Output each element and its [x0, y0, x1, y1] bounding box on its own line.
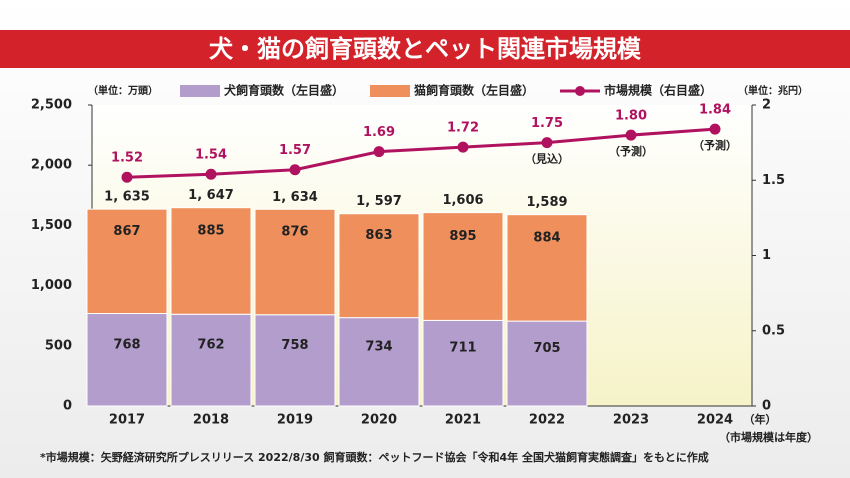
y2-tick-label: 1.5	[762, 173, 785, 188]
y-tick-label: 2,500	[31, 98, 72, 113]
y2-tick-label: 2	[762, 98, 771, 113]
point-note: （予測）	[609, 144, 653, 158]
total-label: 1, 634	[272, 190, 318, 205]
bar	[338, 317, 420, 407]
bar-value-label: 758	[281, 338, 308, 353]
line-point	[457, 141, 469, 153]
x-tick-label: 2022	[529, 413, 565, 428]
bar-value-label: 863	[365, 228, 392, 243]
bar	[506, 320, 588, 407]
x-tick-label: 2021	[445, 413, 481, 428]
total-label: 1, 597	[356, 194, 402, 209]
x-tick-label: 2020	[361, 413, 397, 428]
line-point	[121, 171, 133, 183]
line-value-label: 1.75	[531, 116, 563, 131]
line-value-label: 1.72	[447, 121, 479, 136]
x-tick-label: 2017	[109, 413, 145, 428]
bar	[506, 214, 588, 322]
bar-value-label: 884	[533, 230, 560, 245]
legend-swatch	[575, 86, 585, 96]
total-label: 1,589	[526, 195, 567, 210]
y-tick-label: 1,000	[31, 278, 72, 293]
y2-tick-label: 0	[762, 399, 771, 414]
bar-value-label: 705	[533, 341, 560, 356]
bar	[338, 213, 420, 319]
total-label: 1,606	[442, 193, 483, 208]
line-value-label: 1.69	[363, 125, 395, 140]
bar-value-label: 768	[113, 337, 140, 352]
line-point	[709, 123, 721, 135]
line-point	[205, 168, 217, 180]
total-label: 1, 635	[104, 190, 150, 205]
chart-title: 犬・猫の飼育頭数とペット関連市場規模	[209, 35, 642, 63]
line-value-label: 1.52	[111, 151, 143, 166]
x-tick-label: 2024	[697, 413, 733, 428]
y-tick-label: 2,000	[31, 158, 72, 173]
x-note: （市場規模は年度）	[719, 430, 818, 444]
y-tick-label: 0	[63, 399, 72, 414]
line-point	[625, 129, 637, 141]
bar	[422, 212, 504, 321]
x-tick-label: 2023	[613, 413, 649, 428]
bar-value-label: 895	[449, 229, 476, 244]
line-value-label: 1.54	[195, 148, 227, 163]
total-label: 1, 647	[188, 188, 234, 203]
bar	[170, 207, 252, 315]
legend-swatch	[180, 85, 220, 97]
point-note: （予測）	[693, 138, 737, 152]
x-tick-label: 2018	[193, 413, 229, 428]
bar-value-label: 876	[281, 225, 308, 240]
bar-value-label: 711	[449, 341, 476, 356]
bar	[86, 208, 168, 315]
y2-tick-label: 1	[762, 248, 771, 263]
legend-swatch	[370, 85, 410, 97]
y2-unit: （単位：兆円）	[738, 84, 808, 97]
y-tick-label: 500	[45, 338, 72, 353]
bar-value-label: 762	[197, 338, 224, 353]
y-unit: （単位：万頭）	[88, 84, 158, 97]
line-point	[541, 137, 553, 149]
legend-label: 犬飼育頭数（左目盛）	[224, 83, 344, 98]
y2-tick-label: 0.5	[762, 323, 785, 338]
line-point	[373, 146, 385, 158]
legend-label: 市場規模（右目盛）	[604, 83, 712, 98]
bar	[170, 313, 252, 407]
bar	[422, 319, 504, 407]
x-tick-label: 2019	[277, 413, 313, 428]
line-value-label: 1.80	[615, 109, 647, 124]
y-tick-label: 1,500	[31, 218, 72, 233]
bar	[254, 314, 336, 407]
title-banner	[0, 30, 850, 68]
line-point	[289, 164, 301, 176]
legend-label: 猫飼育頭数（左目盛）	[414, 83, 534, 98]
line-value-label: 1.57	[279, 143, 311, 158]
bar	[254, 208, 336, 316]
bar-value-label: 885	[197, 223, 224, 238]
footnote: *市場規模：矢野経済研究所プレスリリース 2022/8/30 飼育頭数：ペットフ…	[40, 450, 709, 464]
point-note: （見込）	[525, 152, 569, 166]
bar-value-label: 734	[365, 339, 392, 354]
bar-value-label: 867	[113, 224, 140, 239]
bar	[86, 313, 168, 407]
line	[126, 127, 716, 179]
line-value-label: 1.84	[699, 103, 731, 118]
x-label: （年）	[744, 412, 777, 426]
